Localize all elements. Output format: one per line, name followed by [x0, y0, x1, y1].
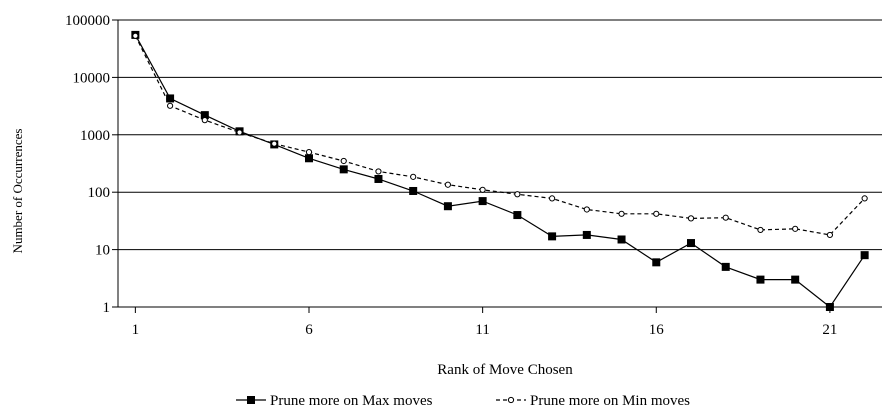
- data-point-square: [687, 239, 695, 248]
- data-point-square: [582, 230, 591, 239]
- data-point-square: [443, 202, 452, 211]
- y-tick-label: 100000: [65, 13, 110, 29]
- data-point-square: [200, 111, 209, 120]
- data-point-circle: [687, 215, 695, 222]
- data-point-circle: [583, 206, 590, 213]
- data-point-square: [305, 154, 313, 163]
- data-point-circle: [305, 148, 313, 156]
- legend-marker-square: [247, 396, 255, 404]
- data-point-square: [548, 232, 557, 241]
- data-point-circle: [618, 210, 625, 217]
- series: [131, 30, 869, 311]
- data-point-square: [513, 211, 522, 220]
- data-point-circle: [375, 168, 382, 175]
- data-point-square: [652, 258, 661, 267]
- data-point-circle: [340, 157, 347, 165]
- y-tick-label: 1: [103, 300, 111, 316]
- data-point-circle: [444, 181, 452, 188]
- legend-label-2: Prune more on Min moves: [530, 393, 690, 409]
- y-tick-label: 100: [88, 185, 111, 201]
- data-point-circle: [861, 195, 868, 202]
- y-axis-title: Number of Occurrences: [10, 129, 25, 254]
- data-point-square: [166, 94, 175, 103]
- data-point-circle: [479, 186, 486, 193]
- data-point-square: [374, 174, 383, 183]
- data-point-circle: [271, 140, 278, 147]
- legend-label-1: Prune more on Max moves: [270, 393, 433, 409]
- data-point-circle: [792, 225, 799, 232]
- legend-marker-circle: [507, 396, 515, 404]
- data-point-circle: [826, 231, 834, 239]
- gridlines: [118, 19, 882, 251]
- data-point-square: [409, 186, 418, 195]
- data-point-circle: [201, 117, 208, 124]
- x-tick-label: 6: [305, 322, 313, 338]
- data-point-circle: [410, 173, 417, 180]
- y-tick-label: 1000: [80, 128, 110, 144]
- series-line-1: [134, 34, 866, 308]
- data-point-circle: [757, 226, 764, 234]
- data-point-circle: [132, 32, 139, 39]
- data-point-circle: [548, 195, 556, 202]
- axes: [112, 19, 882, 313]
- data-point-circle: [653, 210, 660, 217]
- data-point-square: [860, 251, 869, 260]
- legend: Prune more on Max moves Prune more on Min…: [236, 393, 690, 409]
- data-point-circle: [514, 191, 521, 198]
- data-point-square: [825, 303, 834, 311]
- x-axis-title: Rank of Move Chosen: [437, 362, 573, 378]
- y-tick-label: 10000: [73, 70, 111, 86]
- x-tick-label: 1: [132, 322, 140, 338]
- data-point-square: [721, 262, 730, 271]
- data-point-square: [791, 275, 800, 284]
- y-tick-label: 10: [95, 243, 110, 259]
- data-point-circle: [236, 129, 243, 136]
- series-line-2: [134, 35, 866, 236]
- x-tick-label: 16: [649, 322, 665, 338]
- data-point-square: [478, 197, 487, 206]
- data-point-square: [339, 165, 348, 174]
- data-point-square: [756, 275, 765, 284]
- data-point-circle: [722, 214, 729, 221]
- data-point-square: [617, 235, 626, 244]
- x-tick-label: 21: [822, 322, 837, 338]
- data-point-circle: [166, 102, 174, 109]
- x-tick-label: 11: [475, 322, 489, 338]
